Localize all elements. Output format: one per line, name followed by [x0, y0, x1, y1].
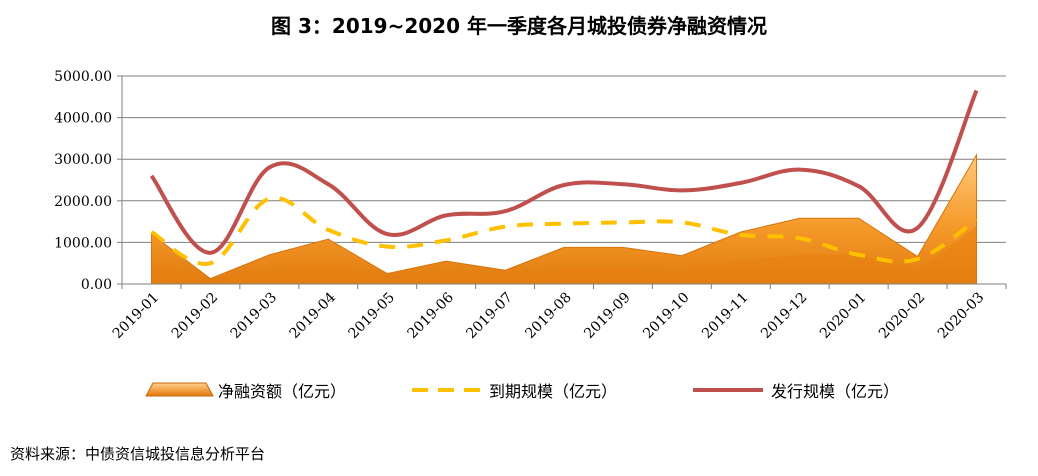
y-tick-label: 0.00: [81, 277, 112, 293]
x-tick-label: 2019-06: [405, 289, 458, 342]
y-axis-tick-labels: 0.00 1000.00 2000.00 3000.00 4000.00 5000.00: [54, 69, 112, 293]
x-axis-tick-labels: 2019-01 2019-02 2019-03 2019-04 2019-05 2019-…: [110, 289, 988, 342]
x-tick-label: 2019-10: [640, 290, 692, 342]
x-tick-label: 2020-03: [935, 290, 987, 342]
y-tick-label: 2000.00: [54, 194, 112, 210]
y-tick-label: 1000.00: [54, 235, 112, 251]
x-tick-label: 2019-01: [110, 290, 162, 342]
legend-item-net-financing: 净融资额（亿元）: [145, 382, 346, 401]
x-tick-label: 2019-08: [522, 290, 574, 342]
line-issuance: [149, 89, 979, 255]
x-tick-label: 2020-02: [876, 290, 928, 342]
y-tick-label: 3000.00: [54, 152, 112, 168]
legend-label-maturity: 到期规模（亿元）: [489, 382, 617, 401]
x-tick-label: 2019-09: [581, 290, 633, 342]
legend-item-issuance: 发行规模（亿元）: [693, 382, 899, 401]
x-tick-label: 2019-02: [169, 290, 221, 342]
x-tick-label: 2019-12: [758, 290, 810, 342]
source-note: 资料来源：中债资信城投信息分析平台: [10, 445, 265, 463]
area-net-financing: [150, 153, 978, 285]
x-tick-label: 2019-05: [346, 290, 398, 342]
y-tick-label: 4000.00: [54, 111, 112, 127]
y-tick-label: 5000.00: [54, 69, 112, 85]
area-series-group: [150, 153, 978, 285]
legend-item-maturity: 到期规模（亿元）: [412, 382, 617, 401]
area-net-financing-shade: [151, 226, 977, 284]
legend-label-net-financing: 净融资额（亿元）: [218, 382, 346, 401]
x-tick-label: 2020-01: [817, 290, 869, 342]
x-tick-label: 2019-04: [287, 289, 340, 342]
axes: [121, 76, 1007, 289]
x-tick-label: 2019-07: [463, 290, 515, 342]
legend: 净融资额（亿元） 到期规模（亿元） 发行规模（亿元）: [145, 382, 899, 401]
legend-swatch-net-financing: [145, 382, 214, 397]
line-series-group: [149, 89, 979, 266]
legend-label-issuance: 发行规模（亿元）: [771, 382, 899, 401]
x-tick-label: 2019-11: [699, 290, 751, 342]
line-maturity: [150, 195, 978, 266]
x-tick-label: 2019-03: [228, 290, 280, 342]
chart-title: 图 3：2019~2020 年一季度各月城投债券净融资情况: [271, 14, 767, 38]
